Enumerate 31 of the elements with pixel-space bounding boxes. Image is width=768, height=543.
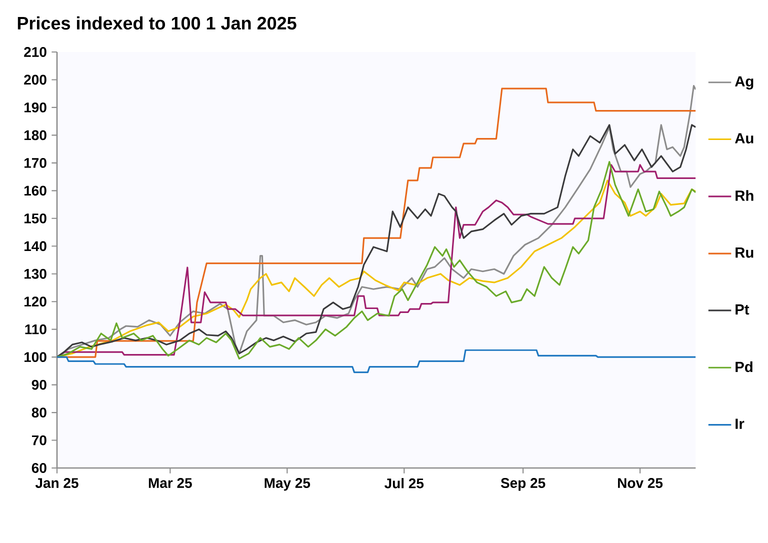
legend-label: Pd — [736, 361, 752, 372]
x-tick-label: Sep 25 — [500, 478, 546, 491]
y-tick-label: 190 — [24, 102, 46, 112]
legend-label: Ru — [736, 248, 754, 258]
y-tick-label: 130 — [24, 268, 46, 279]
y-tick-label: 60 — [32, 463, 46, 473]
legend-label: Ir — [736, 418, 744, 429]
y-tick-label: 90 — [32, 380, 46, 390]
y-tick-label: 170 — [24, 158, 46, 168]
x-tick-label: Nov 25 — [618, 478, 663, 488]
y-tick-label: 70 — [32, 435, 46, 446]
y-tick-label: 180 — [24, 130, 46, 140]
y-tick-label: 150 — [24, 213, 46, 224]
legend-label: Rh — [736, 190, 754, 201]
legend-label: Au — [734, 133, 754, 144]
line-series — [57, 349, 696, 374]
y-tick-label: 100 — [24, 352, 46, 362]
x-tick-label: May 25 — [264, 478, 310, 491]
y-tick-label: 120 — [24, 296, 46, 307]
legend-label: Pt — [736, 304, 750, 315]
y-tick-label: 160 — [24, 186, 46, 196]
chart-title: Prices indexed to 100 1 Jan 2025 — [18, 16, 296, 30]
y-tick-label: 200 — [24, 74, 46, 85]
y-tick-label: 80 — [32, 408, 46, 418]
legend-label: Ag — [734, 76, 754, 90]
x-tick-label: Mar 25 — [148, 478, 192, 488]
y-tick-label: 110 — [25, 324, 46, 334]
x-tick-label: Jul 25 — [384, 478, 424, 488]
y-tick-label: 140 — [24, 241, 46, 252]
y-tick-label: 210 — [24, 47, 46, 57]
x-tick-label: Jan 25 — [35, 478, 78, 488]
